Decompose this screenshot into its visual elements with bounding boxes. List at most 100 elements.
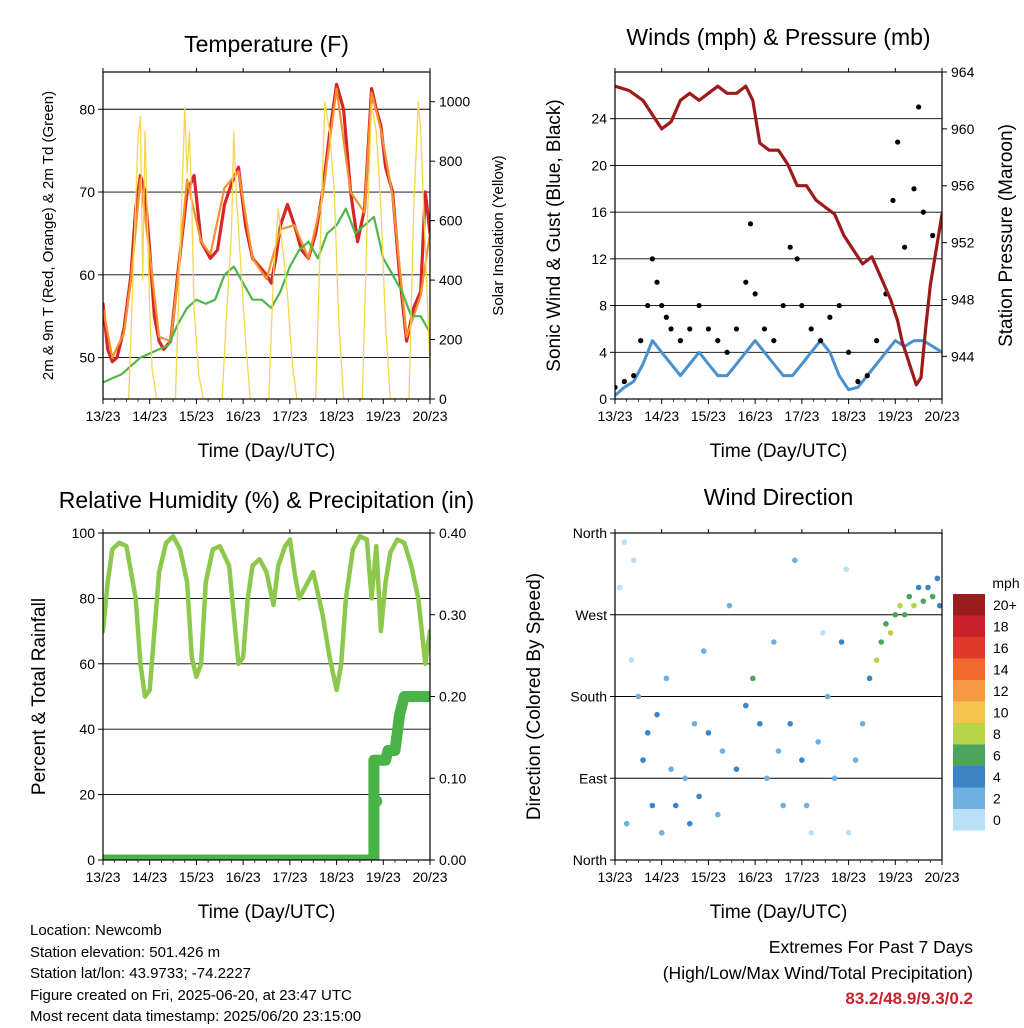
y2-tick-label: 0.10: [439, 770, 466, 786]
y-axis-label: Direction (Colored By Speed): [524, 573, 545, 820]
series-line-relative-humidity: [103, 534, 430, 699]
location-text: Location: Newcomb: [30, 922, 162, 939]
x-tick-label: 13/23: [597, 408, 632, 424]
gust-point: [663, 314, 669, 320]
direction-point: [668, 766, 674, 772]
gust-point: [649, 256, 655, 262]
direction-point: [621, 539, 628, 545]
direction-point: [726, 602, 733, 609]
legend-label: 18: [993, 619, 1009, 635]
direction-point: [859, 720, 866, 727]
y-tick-label: 4: [599, 344, 607, 360]
direction-point: [743, 702, 749, 709]
direction-point: [920, 598, 927, 604]
y2-tick-label: 956: [951, 178, 975, 194]
x-tick-label: 20/23: [924, 869, 959, 885]
y-tick-label: East: [579, 770, 607, 786]
gust-point: [743, 279, 749, 285]
legend-label: 20+: [993, 597, 1017, 613]
x-tick-label: 15/23: [179, 408, 214, 424]
series-line-station-pressure: [615, 84, 942, 387]
direction-point: [831, 775, 838, 782]
chart-panel-3: 0 20 40 60 80 100 0.00 0.10 0.20 0.30 0.40 13/23 14/…: [29, 487, 474, 923]
x-tick-label: 16/23: [738, 869, 773, 885]
y-tick-label: South: [570, 689, 607, 705]
y2-tick-label: 964: [951, 64, 975, 80]
direction-point: [757, 720, 763, 727]
y-tick-label: 12: [591, 251, 607, 267]
y-tick-label: North: [573, 852, 607, 868]
legend-swatch: [953, 744, 985, 766]
legend-swatch: [953, 809, 985, 831]
gust-point: [668, 326, 674, 332]
gust-point: [930, 232, 936, 239]
direction-point: [780, 802, 786, 809]
plot-frame: [102, 71, 431, 400]
gust-point: [747, 221, 754, 227]
y-tick-label: 60: [79, 267, 95, 283]
chart-title: Wind Direction: [704, 484, 854, 510]
x-tick-label: 18/23: [831, 408, 866, 424]
elevation-text: Station elevation: 501.426 m: [30, 943, 221, 961]
x-axis-label: Time (Day/UTC): [710, 902, 848, 923]
series-line-sonic-wind: [615, 339, 942, 397]
direction-point: [658, 829, 665, 836]
direction-point: [686, 820, 693, 827]
direction-point: [623, 820, 630, 827]
y-tick-label: 80: [79, 101, 95, 117]
legend-label: 8: [993, 726, 1001, 742]
y2-axis-label: Station Pressure (Maroon): [996, 124, 1017, 347]
direction-point: [934, 575, 941, 582]
direction-point: [700, 648, 707, 654]
direction-point: [892, 611, 899, 618]
gust-point: [659, 302, 665, 309]
y-axis-label: Percent & Total Rainfall: [29, 598, 50, 795]
series-line-2m-td: [103, 207, 430, 384]
x-tick-label: 14/23: [132, 869, 167, 885]
plot-area: [616, 539, 942, 836]
direction-point: [887, 630, 894, 636]
y2-tick-label: 400: [439, 272, 463, 288]
extremes-title: Extremes For Past 7 Days: [768, 937, 973, 957]
legend-title: mph: [992, 575, 1019, 591]
direction-point: [792, 557, 798, 564]
direction-point: [878, 639, 885, 645]
direction-point: [663, 675, 670, 682]
y-tick-label: 20: [79, 787, 95, 803]
x-tick-label: 15/23: [691, 869, 726, 885]
direction-point: [820, 630, 826, 636]
extremes-summary: Extremes For Past 7 Days (High/Low/Max W…: [663, 934, 973, 1012]
x-tick-label: 16/23: [226, 869, 261, 885]
legend-label: 0: [993, 812, 1001, 828]
gust-point: [799, 302, 805, 309]
y2-tick-label: 0.40: [439, 525, 466, 541]
x-tick-label: 19/23: [878, 408, 913, 424]
gust-point: [855, 378, 861, 385]
x-tick-label: 15/23: [691, 408, 726, 424]
series-line-9m-t: [103, 87, 430, 359]
x-tick-label: 17/23: [784, 408, 819, 424]
y2-tick-label: 948: [951, 291, 975, 307]
legend-label: 16: [993, 640, 1009, 656]
x-tick-label: 17/23: [784, 869, 819, 885]
legend-swatch: [953, 594, 985, 616]
gust-point: [654, 279, 660, 285]
x-tick-label: 20/23: [412, 408, 447, 424]
legend-label: 2: [993, 791, 1001, 807]
y-axis-label: 2m & 9m T (Red, Orange) & 2m Td (Green): [40, 91, 57, 380]
direction-point: [883, 621, 889, 627]
gust-point: [864, 373, 870, 379]
direction-point: [906, 593, 913, 600]
y-tick-label: 0: [599, 391, 607, 407]
extremes-values: 83.2/48.9/9.3/0.2: [845, 989, 973, 1008]
x-tick-label: 13/23: [597, 869, 632, 885]
x-tick-label: 13/23: [85, 408, 120, 424]
legend-swatch: [953, 766, 985, 788]
gust-point: [874, 338, 880, 344]
y2-tick-label: 0.30: [439, 607, 466, 623]
direction-point: [764, 775, 770, 782]
plot-area: [615, 84, 942, 397]
gust-point: [733, 326, 740, 332]
